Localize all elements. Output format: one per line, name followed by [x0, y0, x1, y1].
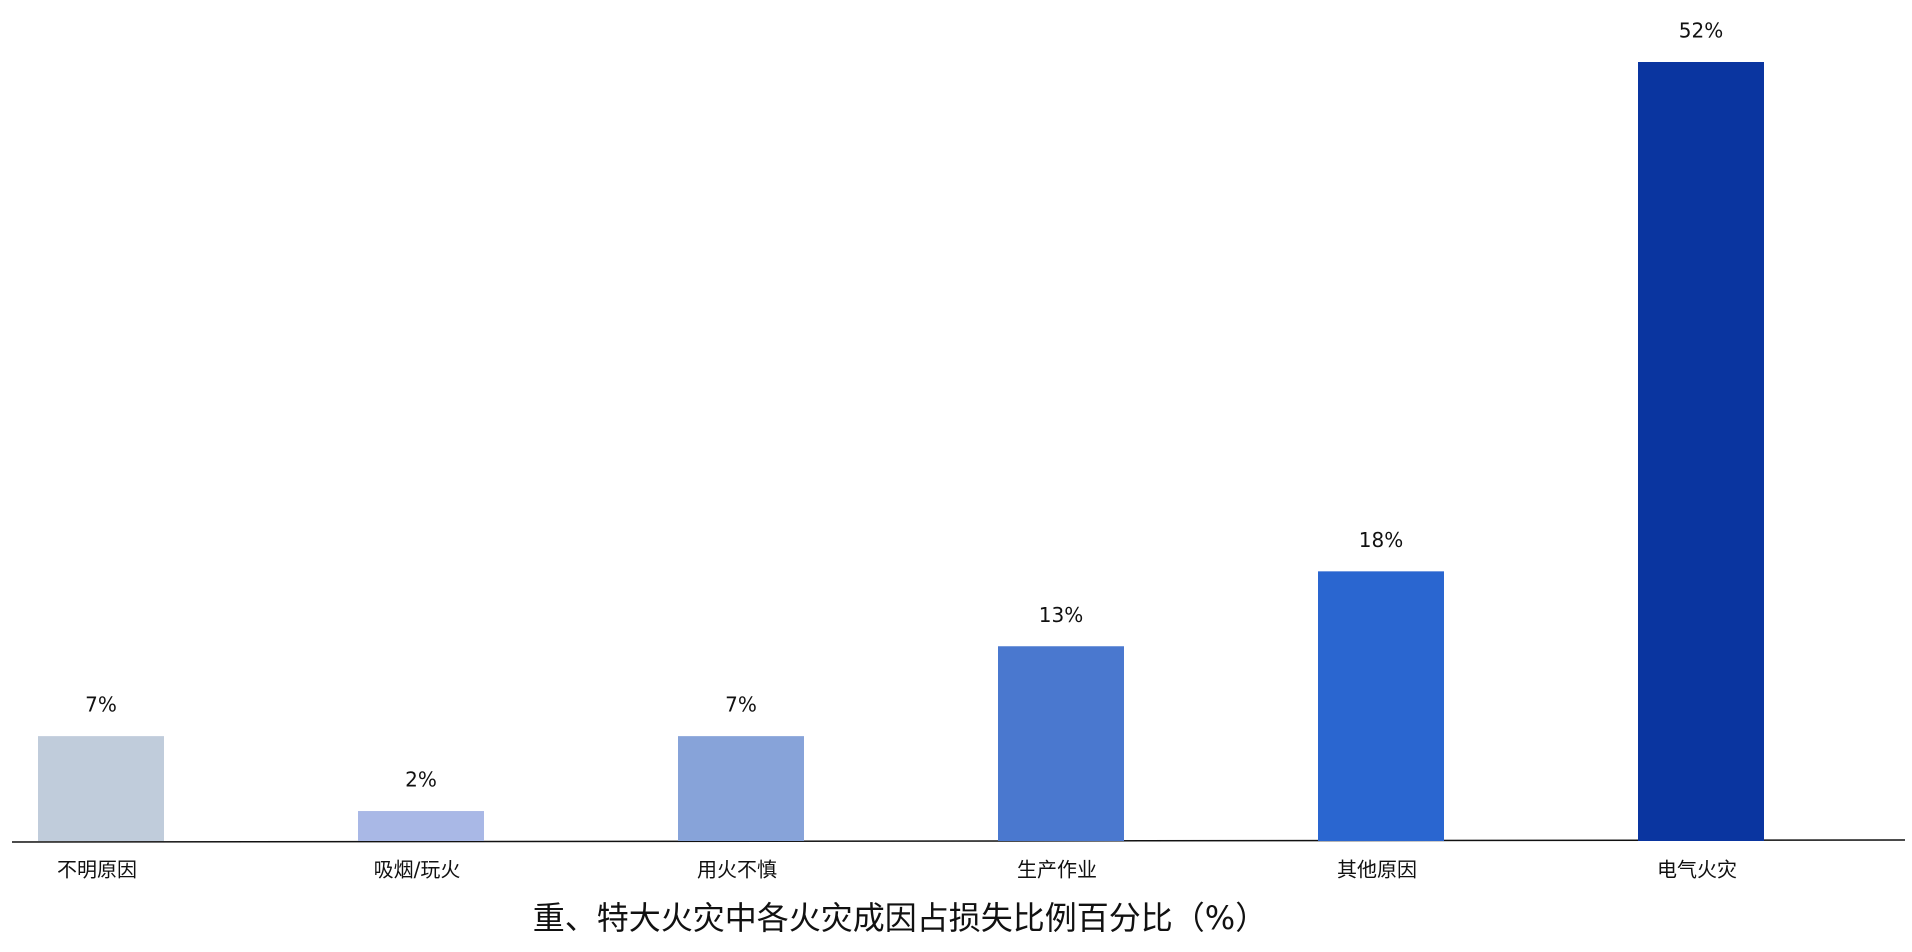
value-label: 52%: [1679, 19, 1723, 43]
bar: [38, 736, 164, 841]
x-tick-label: 不明原因: [57, 858, 137, 882]
bar: [678, 736, 804, 841]
x-tick-label: 生产作业: [1017, 858, 1097, 882]
value-label: 2%: [405, 768, 437, 792]
value-label: 13%: [1039, 603, 1083, 627]
x-tick-label: 用火不慎: [697, 858, 777, 882]
value-label: 7%: [725, 693, 757, 717]
bar: [358, 811, 484, 841]
bar: [1638, 62, 1764, 841]
x-tick-label: 电气火灾: [1657, 858, 1737, 882]
x-axis-line: [11, 839, 1906, 843]
x-tick-label: 吸烟/玩火: [374, 858, 461, 882]
bar: [998, 646, 1124, 841]
x-tick-label: 其他原因: [1337, 858, 1417, 882]
value-label: 18%: [1359, 528, 1403, 552]
bar: [1318, 571, 1444, 841]
value-label: 7%: [85, 693, 117, 717]
chart-title: 重、特大火灾中各火灾成因占损失比例百分比（%）: [533, 899, 1267, 937]
